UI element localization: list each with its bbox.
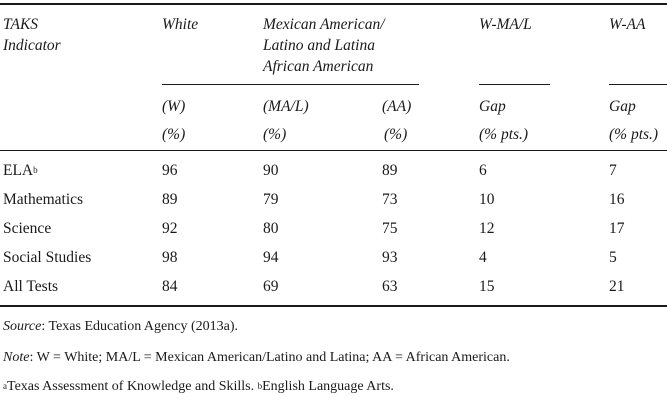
w-subheader-line2: (%) (162, 126, 186, 143)
mal-group-header-line2: Latino and Latina (263, 37, 375, 54)
cell-mal: 69 (263, 278, 279, 295)
footnote-b-mark: b (257, 381, 263, 391)
mal-subheader: (MA/L) (%) (263, 96, 309, 145)
source-text: : Texas Education Agency (2013a). (41, 319, 239, 334)
cell-aa: 63 (382, 278, 398, 295)
aa-subheader: (AA) (%) (382, 96, 411, 145)
cell-w: 96 (162, 162, 178, 179)
w-subheader-line1: (W) (162, 98, 186, 115)
cell-mal: 90 (263, 162, 279, 179)
bottom-rule (0, 305, 667, 307)
indicator-header: TAKS Indicator (3, 14, 61, 56)
cell-aa: 73 (382, 191, 398, 208)
cell-w: 98 (162, 249, 178, 266)
aa-subheader-line1: (AA) (382, 98, 412, 115)
mal-group-header: Mexican American/ Latino and Latina Afri… (263, 14, 385, 77)
gap-wmal-header: W-MA/L (479, 16, 532, 33)
cell-gap-waa: 21 (609, 278, 625, 295)
note-text: : W = White; MA/L = Mexican American/Lat… (29, 350, 510, 365)
cell-gap-wmal: 12 (479, 220, 495, 237)
gap-waa-subheader-line2: (% pts.) (609, 126, 659, 143)
cell-w: 89 (162, 191, 178, 208)
cell-w: 92 (162, 220, 178, 237)
cell-aa: 93 (382, 249, 398, 266)
row-indicator: All Tests (3, 278, 59, 295)
row-indicator: ELAb (3, 161, 38, 181)
gap-wmal-subheader: Gap (% pts.) (479, 96, 528, 145)
white-group-header: White (162, 16, 199, 33)
group-rule-race (162, 84, 419, 85)
cell-w: 84 (162, 278, 178, 295)
gap-wmal-subheader-line1: Gap (479, 98, 506, 115)
header-bottom-rule (0, 150, 667, 151)
footnote-marker: b (33, 165, 38, 175)
cell-gap-wmal: 6 (479, 162, 487, 179)
row-indicator: Mathematics (3, 191, 84, 208)
top-rule (0, 3, 667, 5)
cell-aa: 89 (382, 162, 398, 179)
aa-subheader-line2: (%) (384, 126, 408, 143)
source-note: Source: Texas Education Agency (2013a). (3, 318, 238, 336)
cell-gap-waa: 16 (609, 191, 625, 208)
cell-mal: 79 (263, 191, 279, 208)
mal-group-header-line3: African American (263, 58, 374, 75)
source-label: Source (3, 319, 42, 334)
mal-subheader-line1: (MA/L) (263, 98, 309, 115)
indicator-header-line2: Indicator (3, 37, 61, 54)
gap-wmal-subheader-line2: (% pts.) (479, 126, 529, 143)
cell-mal: 80 (263, 220, 279, 237)
cell-gap-wmal: 4 (479, 249, 487, 266)
footnote-a-mark: a (3, 381, 7, 391)
indicator-header-line1: TAKS (3, 16, 39, 33)
cell-gap-wmal: 15 (479, 278, 495, 295)
abbreviation-note: Note: W = White; MA/L = Mexican American… (3, 349, 510, 367)
footnote-b-text: English Language Arts. (262, 379, 394, 394)
gap-waa-subheader: Gap (% pts.) (609, 96, 658, 145)
w-subheader: (W) (%) (162, 96, 185, 145)
group-rule-gap-wmal (479, 84, 550, 85)
cell-aa: 75 (382, 220, 398, 237)
footnote-a-text: Texas Assessment of Knowledge and Skills… (7, 379, 255, 394)
row-indicator: Science (3, 220, 52, 237)
cell-gap-waa: 17 (609, 220, 625, 237)
cell-gap-wmal: 10 (479, 191, 495, 208)
gap-waa-subheader-line1: Gap (609, 98, 636, 115)
mal-group-header-line1: Mexican American/ (263, 16, 385, 33)
footnote-markers: aTexas Assessment of Knowledge and Skill… (3, 378, 394, 396)
note-label: Note (3, 350, 30, 365)
group-rule-gap-waa (609, 84, 667, 85)
cell-gap-waa: 5 (609, 249, 617, 266)
cell-mal: 94 (263, 249, 279, 266)
gap-waa-header: W-AA (609, 16, 646, 33)
row-indicator-text: ELA (3, 162, 34, 179)
cell-gap-waa: 7 (609, 162, 617, 179)
mal-subheader-line2: (%) (263, 126, 287, 143)
row-indicator: Social Studies (3, 249, 92, 266)
